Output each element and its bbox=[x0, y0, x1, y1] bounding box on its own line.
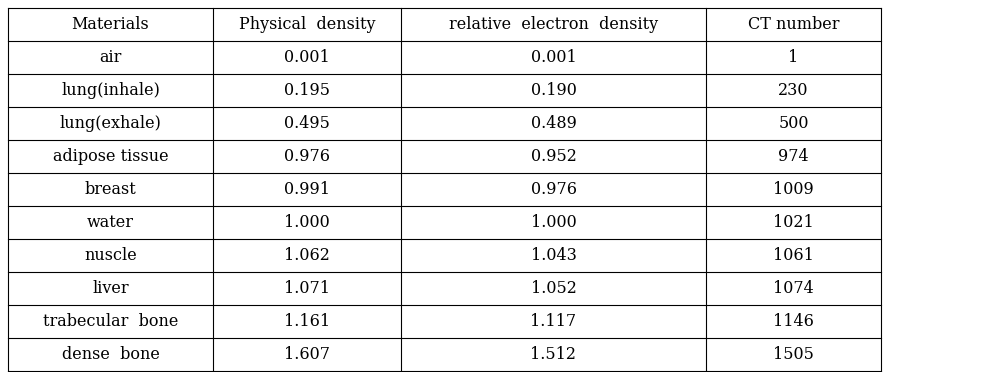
Text: liver: liver bbox=[92, 280, 129, 297]
Text: 1.000: 1.000 bbox=[284, 214, 330, 231]
Text: 1.052: 1.052 bbox=[531, 280, 576, 297]
Text: 1146: 1146 bbox=[773, 313, 814, 330]
Text: 0.976: 0.976 bbox=[531, 181, 576, 198]
Text: lung(inhale): lung(inhale) bbox=[61, 82, 160, 99]
Text: 974: 974 bbox=[779, 148, 809, 165]
Text: 1505: 1505 bbox=[773, 346, 814, 363]
Text: nuscle: nuscle bbox=[85, 247, 137, 264]
Text: 1.607: 1.607 bbox=[284, 346, 330, 363]
Text: air: air bbox=[99, 49, 122, 66]
Text: 0.001: 0.001 bbox=[284, 49, 330, 66]
Text: 0.976: 0.976 bbox=[284, 148, 330, 165]
Text: 0.489: 0.489 bbox=[531, 115, 576, 132]
Text: Physical  density: Physical density bbox=[239, 16, 376, 33]
Text: breast: breast bbox=[85, 181, 137, 198]
Text: 1.000: 1.000 bbox=[531, 214, 576, 231]
Text: 1.117: 1.117 bbox=[531, 313, 577, 330]
Text: 1.062: 1.062 bbox=[284, 247, 330, 264]
Text: 0.190: 0.190 bbox=[531, 82, 576, 99]
Text: 1021: 1021 bbox=[773, 214, 814, 231]
Text: 0.991: 0.991 bbox=[284, 181, 330, 198]
Text: water: water bbox=[87, 214, 134, 231]
Text: 1009: 1009 bbox=[773, 181, 814, 198]
Text: 1: 1 bbox=[788, 49, 798, 66]
Text: trabecular  bone: trabecular bone bbox=[43, 313, 178, 330]
Text: 1.071: 1.071 bbox=[284, 280, 330, 297]
Text: 230: 230 bbox=[779, 82, 809, 99]
Text: 1.512: 1.512 bbox=[531, 346, 576, 363]
Text: dense  bone: dense bone bbox=[62, 346, 159, 363]
Text: 0.495: 0.495 bbox=[284, 115, 330, 132]
Text: 0.195: 0.195 bbox=[284, 82, 330, 99]
Text: 0.001: 0.001 bbox=[531, 49, 576, 66]
Text: adipose tissue: adipose tissue bbox=[53, 148, 168, 165]
Text: lung(exhale): lung(exhale) bbox=[60, 115, 161, 132]
Text: 1.161: 1.161 bbox=[284, 313, 330, 330]
Text: 1.043: 1.043 bbox=[531, 247, 576, 264]
Text: Materials: Materials bbox=[72, 16, 149, 33]
Text: 1061: 1061 bbox=[773, 247, 814, 264]
Text: 1074: 1074 bbox=[773, 280, 814, 297]
Text: relative  electron  density: relative electron density bbox=[449, 16, 658, 33]
Text: 500: 500 bbox=[779, 115, 809, 132]
Text: 0.952: 0.952 bbox=[531, 148, 576, 165]
Text: CT number: CT number bbox=[748, 16, 839, 33]
